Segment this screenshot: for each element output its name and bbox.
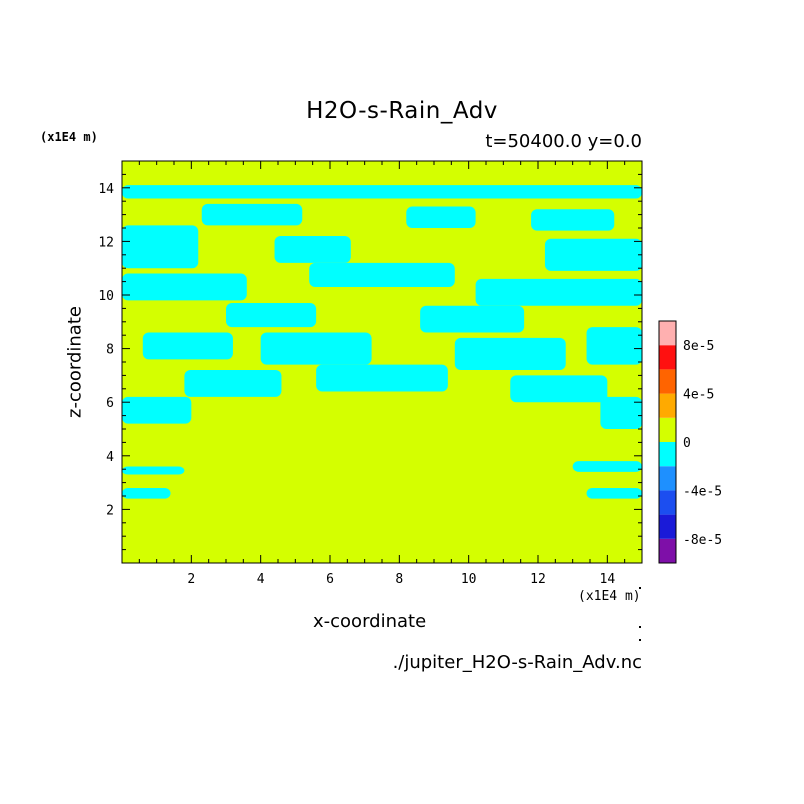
negative-region-11 (420, 305, 525, 333)
x-tick-label: 2 (187, 572, 195, 587)
colorbar-segment (659, 321, 676, 346)
y-axis-unit: (x1E4 m) (40, 130, 98, 144)
chart-subtitle: t=50400.0 y=0.0 (485, 131, 642, 152)
negative-region-8 (309, 262, 455, 287)
y-tick-label: 6 (106, 396, 114, 411)
negative-region-2 (406, 206, 476, 228)
colorbar-segment (659, 393, 676, 418)
colorbar-tick-label: 8e-5 (683, 339, 714, 354)
negative-region-9 (475, 278, 642, 306)
negative-region-18 (510, 375, 608, 403)
x-tick-label: 12 (530, 572, 546, 587)
x-tick-label: 10 (461, 572, 477, 587)
colorbar-frame (658, 320, 677, 564)
negative-region-15 (586, 327, 642, 365)
colorbar-segment (659, 417, 676, 442)
corner-dot (639, 639, 641, 641)
y-tick-label: 2 (106, 503, 114, 518)
negative-region-6 (544, 238, 642, 271)
source-filename: ./jupiter_H2O-s-Rain_Adv.nc (392, 652, 642, 673)
x-tick-label: 8 (395, 572, 403, 587)
y-tick-label: 8 (106, 343, 114, 358)
negative-region-7 (122, 273, 247, 301)
negative-region-20 (600, 396, 642, 429)
corner-dot (639, 587, 641, 589)
x-tick-label: 4 (257, 572, 265, 587)
colorbar-tick-label: -4e-5 (683, 484, 722, 499)
negative-region-1 (201, 203, 303, 226)
corner-dot (639, 626, 641, 628)
negative-region-19 (122, 396, 192, 424)
y-tick-label: 10 (98, 289, 114, 304)
negative-region-12 (142, 332, 233, 360)
colorbar-segment (659, 490, 676, 515)
negative-region-22 (122, 487, 171, 499)
negative-region-16 (184, 370, 282, 397)
x-axis-label: x-coordinate (313, 611, 427, 632)
colorbar-segment (659, 538, 676, 563)
negative-region-17 (316, 364, 448, 392)
negative-region-21 (122, 466, 185, 475)
negative-region-24 (586, 487, 642, 499)
colorbar-tick-label: 0 (683, 436, 691, 451)
chart-title: H2O-s-Rain_Adv (306, 98, 498, 124)
colorbar-tick-label: -8e-5 (683, 533, 722, 548)
x-tick-label: 6 (326, 572, 334, 587)
colorbar-segment (659, 345, 676, 370)
negative-region-5 (274, 236, 351, 263)
negative-region-0 (122, 185, 642, 199)
negative-region-10 (226, 303, 317, 328)
negative-region-4 (122, 225, 199, 269)
negative-region-23 (572, 461, 642, 472)
negative-region-14 (454, 337, 566, 371)
colorbar-segment (659, 369, 676, 394)
colorbar-tick-label: 4e-5 (683, 388, 714, 403)
x-axis-unit: (x1E4 m) (578, 589, 641, 604)
y-tick-label: 14 (98, 182, 114, 197)
x-tick-label: 14 (600, 572, 616, 587)
negative-region-3 (531, 209, 615, 231)
negative-region-13 (260, 332, 372, 365)
y-tick-label: 12 (98, 235, 114, 250)
colorbar-segment (659, 514, 676, 539)
y-tick-label: 4 (106, 450, 114, 465)
colorbar-segment (659, 442, 676, 467)
colorbar-segment (659, 466, 676, 491)
